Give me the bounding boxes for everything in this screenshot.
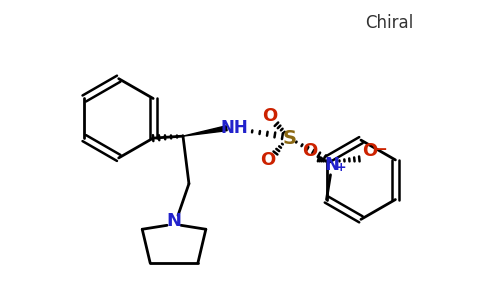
Text: O: O [362,142,377,160]
Text: O: O [262,107,277,125]
Text: NH: NH [221,119,249,137]
Text: −: − [375,142,388,157]
Polygon shape [183,126,227,136]
Text: N: N [166,212,182,230]
Text: N: N [324,156,339,174]
Text: S: S [282,129,296,148]
Text: O: O [302,142,317,160]
Text: O: O [260,151,275,169]
Text: +: + [336,161,347,174]
Text: Chiral: Chiral [365,14,413,32]
